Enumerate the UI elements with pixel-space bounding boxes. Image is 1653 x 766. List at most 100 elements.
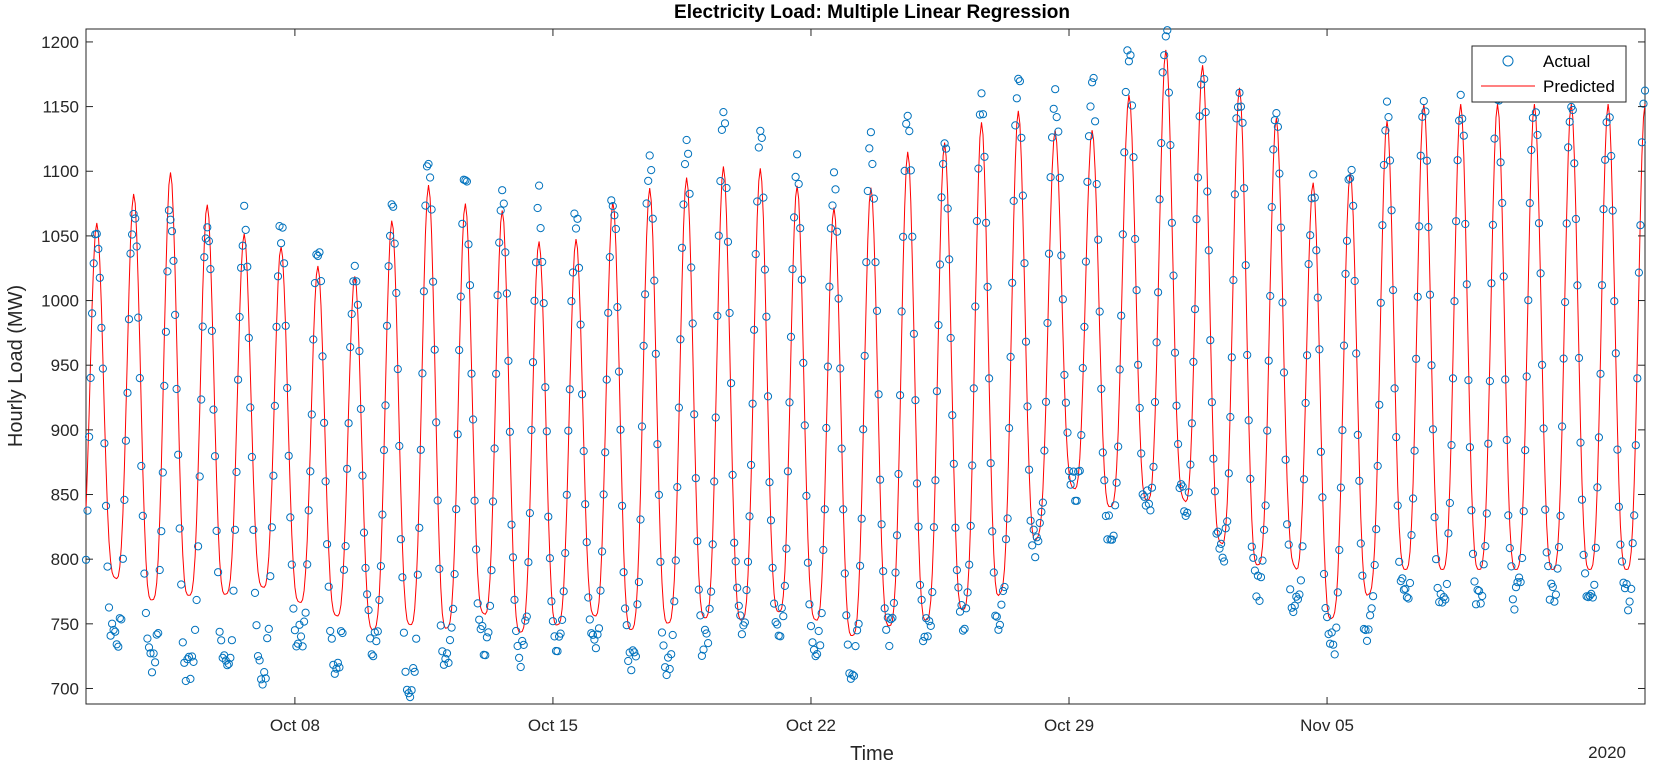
actual-point — [897, 307, 906, 316]
actual-point — [246, 403, 255, 412]
actual-point — [834, 294, 843, 303]
actual-point — [928, 588, 937, 597]
y-axis: 700 750 800 850 900 950 1000 1050 1100 1150 1200 — [41, 33, 1645, 698]
actual-point — [742, 586, 751, 595]
actual-point — [896, 391, 905, 400]
actual-point — [1080, 322, 1089, 331]
actual-point — [998, 586, 1008, 596]
actual-point — [1415, 222, 1424, 231]
actual-point — [175, 524, 184, 533]
actual-point — [1177, 480, 1186, 489]
actual-point — [899, 232, 908, 241]
actual-point — [1286, 585, 1295, 594]
actual-point — [1161, 32, 1170, 41]
x-tick-label: Oct 29 — [1044, 716, 1094, 735]
x-axis: Oct 08 Oct 15 Oct 22 Oct 29 Nov 05 — [270, 29, 1354, 735]
actual-point — [876, 475, 885, 484]
actual-point — [968, 461, 977, 470]
actual-point — [1155, 195, 1164, 204]
actual-point — [1607, 151, 1616, 161]
actual-point — [263, 634, 272, 643]
actual-point — [1389, 286, 1398, 295]
actual-point — [1060, 370, 1069, 379]
actual-point — [667, 650, 676, 659]
actual-point — [1428, 425, 1438, 434]
actual-point — [88, 309, 97, 318]
actual-point — [257, 675, 266, 684]
actual-point — [1303, 351, 1312, 360]
actual-point — [571, 224, 581, 233]
actual-point — [1430, 513, 1439, 522]
actual-point — [109, 625, 118, 635]
actual-point — [1624, 606, 1633, 615]
actual-point — [1349, 201, 1358, 210]
actual-point — [780, 581, 790, 591]
actual-point — [932, 387, 942, 396]
actual-point — [1627, 584, 1636, 594]
actual-point — [277, 239, 286, 248]
actual-point — [582, 538, 591, 547]
actual-point — [1104, 511, 1114, 520]
actual-point — [152, 630, 161, 639]
actual-point — [513, 641, 522, 651]
actual-point — [1203, 187, 1212, 196]
actual-point — [926, 621, 935, 631]
actual-point — [284, 451, 293, 460]
actual-point — [1198, 55, 1207, 64]
actual-point — [813, 650, 822, 659]
actual-point — [1014, 74, 1023, 84]
actual-point — [1424, 223, 1433, 232]
actual-point — [1258, 556, 1267, 565]
actual-point — [1413, 292, 1422, 301]
actual-point — [1556, 511, 1565, 521]
actual-point — [187, 652, 197, 661]
actual-point — [191, 625, 200, 635]
actual-point — [376, 562, 385, 571]
actual-point — [184, 652, 193, 662]
actual-point — [533, 203, 542, 213]
actual-point — [214, 568, 223, 577]
actual-point — [215, 627, 224, 636]
actual-point — [754, 143, 763, 152]
actual-point — [931, 476, 940, 485]
actual-point — [230, 525, 240, 534]
actual-point — [344, 419, 353, 428]
actual-point — [1009, 196, 1018, 205]
actual-point — [1539, 424, 1548, 433]
actual-point — [602, 375, 611, 384]
actual-point — [1347, 165, 1356, 175]
actual-point — [1057, 251, 1066, 260]
actual-point — [316, 277, 326, 286]
actual-point — [1504, 511, 1513, 520]
actual-point — [1453, 156, 1462, 165]
actual-point — [453, 430, 462, 439]
actual-point — [1120, 148, 1129, 157]
actual-point — [1097, 384, 1106, 393]
actual-point — [103, 562, 112, 571]
actual-point — [101, 501, 111, 510]
y-tick-label: 750 — [51, 615, 79, 634]
actual-point — [1329, 640, 1338, 649]
actual-point — [270, 401, 279, 410]
actual-point — [157, 527, 166, 536]
actual-point — [235, 312, 244, 322]
actual-point — [1488, 220, 1498, 229]
actual-point — [975, 110, 985, 119]
actual-point — [937, 193, 946, 202]
actual-point — [482, 633, 491, 642]
actual-point — [630, 648, 639, 657]
actual-point — [982, 218, 991, 227]
actual-point — [409, 664, 418, 673]
actual-point — [1137, 449, 1146, 458]
actual-point — [1229, 276, 1238, 285]
actual-point — [717, 125, 727, 134]
actual-point — [733, 583, 742, 592]
actual-point — [401, 667, 410, 676]
actual-point — [1524, 296, 1533, 305]
actual-point — [1379, 160, 1389, 170]
actual-point — [829, 168, 839, 177]
actual-point — [1075, 466, 1084, 475]
actual-point — [805, 600, 814, 609]
actual-point — [776, 632, 785, 641]
predicted-series-layer — [85, 49, 1646, 636]
